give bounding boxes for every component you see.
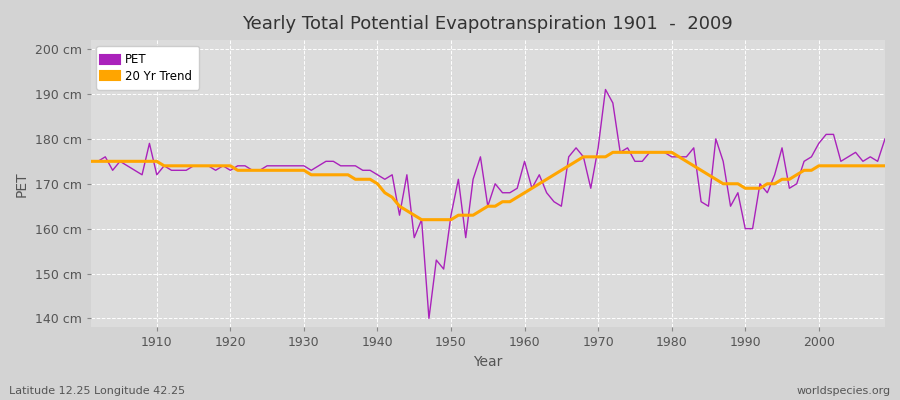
20 Yr Trend [526, 186, 537, 191]
Text: worldspecies.org: worldspecies.org [796, 386, 891, 396]
PET [424, 316, 435, 321]
PET [622, 146, 633, 150]
PET [144, 141, 155, 146]
PET [86, 159, 96, 164]
20 Yr Trend [879, 164, 890, 168]
Title: Yearly Total Potential Evapotranspiration 1901  -  2009: Yearly Total Potential Evapotranspiratio… [242, 15, 734, 33]
20 Yr Trend [306, 172, 317, 177]
20 Yr Trend [622, 150, 633, 155]
Y-axis label: PET: PET [15, 171, 29, 196]
PET [306, 168, 317, 173]
Legend: PET, 20 Yr Trend: PET, 20 Yr Trend [96, 46, 199, 90]
Line: 20 Yr Trend: 20 Yr Trend [91, 152, 885, 220]
PET [519, 159, 530, 164]
Line: PET: PET [91, 90, 885, 318]
20 Yr Trend [86, 159, 96, 164]
20 Yr Trend [144, 159, 155, 164]
PET [350, 164, 361, 168]
Text: Latitude 12.25 Longitude 42.25: Latitude 12.25 Longitude 42.25 [9, 386, 185, 396]
20 Yr Trend [608, 150, 618, 155]
PET [879, 136, 890, 141]
PET [600, 87, 611, 92]
X-axis label: Year: Year [473, 355, 502, 369]
PET [526, 186, 537, 191]
20 Yr Trend [350, 177, 361, 182]
20 Yr Trend [416, 217, 427, 222]
20 Yr Trend [519, 190, 530, 195]
